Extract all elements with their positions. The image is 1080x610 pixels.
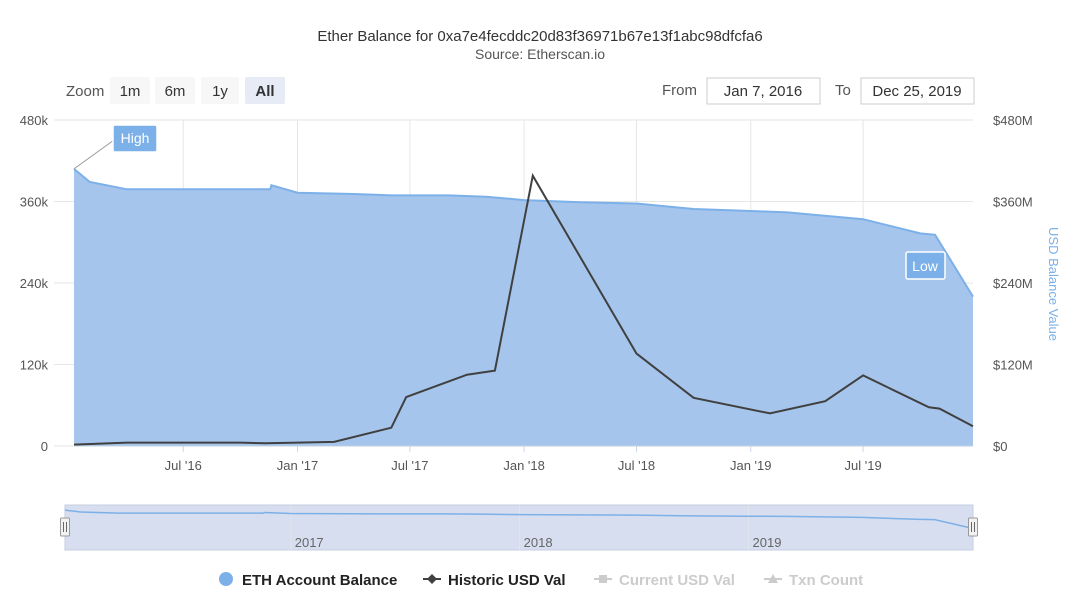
navigator[interactable]: 2017 2018 2019 [60, 504, 978, 551]
legend-item[interactable]: Historic USD Val [423, 572, 566, 589]
legend-diamond-icon [427, 574, 437, 584]
zoom-button-label: 1m [120, 83, 141, 100]
zoom-button-label: 1y [212, 83, 228, 100]
eth-balance-area [74, 168, 973, 446]
legend-square-icon [599, 575, 607, 583]
y-left-tick-label: 120k [20, 358, 49, 373]
from-date-input[interactable]: Jan 7, 2016 [706, 77, 821, 105]
legend-triangle-icon [768, 574, 778, 583]
from-label: From [662, 82, 697, 99]
legend-circle-icon [219, 572, 233, 586]
zoom-button-all[interactable]: All [245, 77, 285, 104]
y-left-tick-label: 240k [20, 276, 49, 291]
zoom-button-bg [155, 77, 195, 104]
y-left-tick-label: 480k [20, 113, 49, 128]
legend: ETH Account Balance Historic USD Val Curre… [219, 572, 863, 589]
x-tick-label: Jul '17 [391, 458, 428, 473]
high-flag-pole [73, 139, 115, 170]
x-tick-label: Jul '16 [165, 458, 202, 473]
legend-label: Current USD Val [619, 572, 735, 589]
navigator-series-line [64, 509, 974, 530]
x-tick-label: Jul '18 [618, 458, 655, 473]
x-tick-label: Jan '19 [730, 458, 772, 473]
navigator-tick-label: 2019 [753, 535, 782, 550]
legend-item[interactable]: ETH Account Balance [219, 572, 397, 589]
y-right-tick-label: $120M [993, 358, 1033, 373]
zoom-button-bg [245, 77, 285, 104]
navigator-tick-label: 2017 [295, 535, 324, 550]
legend-item[interactable]: Current USD Val [594, 572, 735, 589]
navigator-selection[interactable] [64, 504, 974, 551]
zoom-button-1y[interactable]: 1y [201, 77, 239, 104]
to-date-value: Dec 25, 2019 [872, 83, 961, 100]
zoom-label: Zoom [66, 83, 104, 100]
chart-subtitle: Source: Etherscan.io [475, 46, 605, 62]
from-date-value: Jan 7, 2016 [724, 83, 802, 100]
y-right-tick-label: $480M [993, 113, 1033, 128]
x-tick-label: Jan '17 [277, 458, 319, 473]
y-right-tick-label: $240M [993, 276, 1033, 291]
y-right-tick-label: $360M [993, 195, 1033, 210]
legend-label: Historic USD Val [448, 572, 566, 589]
to-date-input[interactable]: Dec 25, 2019 [860, 77, 975, 105]
low-flag [905, 251, 946, 280]
to-label: To [835, 82, 851, 99]
annotations: High Low [73, 124, 946, 280]
y-left-tick-label: 360k [20, 195, 49, 210]
x-axis: Jul '16 Jan '17 Jul '17 Jan '18 Jul '18 Jan '… [165, 446, 882, 473]
legend-label: ETH Account Balance [242, 572, 397, 589]
navigator-left-handle[interactable] [60, 517, 70, 537]
historic-usd-line [73, 172, 974, 446]
y-right-axis-label: USD Balance Value [1046, 227, 1061, 341]
navigator-right-handle[interactable] [968, 517, 978, 537]
plot-area [73, 168, 974, 447]
zoom-button-6m[interactable]: 6m [155, 77, 195, 104]
eth-balance-line [73, 168, 974, 298]
legend-item[interactable]: Txn Count [764, 572, 863, 589]
x-tick-label: Jan '18 [503, 458, 545, 473]
zoom-button-bg [110, 77, 150, 104]
zoom-button-label: All [255, 83, 274, 100]
y-left-tick-label: 0 [41, 439, 48, 454]
y-right-axis: $0 $120M $240M $360M $480M [993, 113, 1033, 454]
x-tick-label: Jul '19 [845, 458, 882, 473]
zoom-buttons: 1m 6m 1y All [110, 77, 285, 104]
y-left-axis: 0 120k 240k 360k 480k [20, 113, 49, 454]
chart-title: Ether Balance for 0xa7e4fecddc20d83f3697… [317, 28, 762, 45]
zoom-button-1m[interactable]: 1m [110, 77, 150, 104]
zoom-button-bg [201, 77, 239, 104]
high-flag-label: High [121, 130, 150, 146]
zoom-button-label: 6m [165, 83, 186, 100]
navigator-tick-label: 2018 [524, 535, 553, 550]
low-flag-label: Low [912, 258, 939, 274]
handle-body [60, 517, 70, 537]
handle-body [968, 517, 978, 537]
legend-label: Txn Count [789, 572, 863, 589]
high-flag [112, 124, 158, 153]
y-right-tick-label: $0 [993, 439, 1007, 454]
